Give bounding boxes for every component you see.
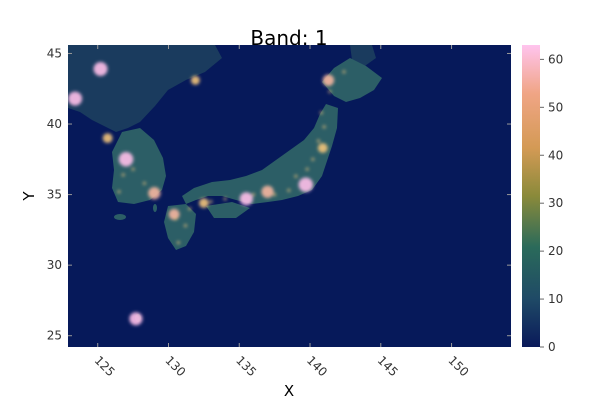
colorbar-tick-label: 0 (548, 340, 556, 354)
city-light-hotspot (168, 208, 180, 220)
map-raster (68, 45, 511, 347)
y-tick-labels: 25 30 35 40 45 (47, 46, 511, 343)
city-light-hotspot (317, 143, 328, 153)
city-light-minor (223, 197, 227, 201)
y-tick-label: 25 (47, 329, 62, 343)
colorbar: 0 10 20 30 40 50 60 (522, 45, 563, 354)
colorbar-tick-label: 30 (548, 196, 563, 210)
city-light-minor (142, 181, 147, 185)
x-tick-label: 145 (375, 353, 401, 379)
colorbar-tick-label: 50 (548, 100, 563, 114)
landmass-shikoku (206, 202, 250, 218)
city-light-minor (294, 174, 298, 178)
city-light-minor (342, 70, 346, 74)
colorbar-tick-label: 40 (548, 148, 563, 162)
y-axis-label: Y (20, 191, 38, 202)
colorbar-tick-labels: 0 10 20 30 40 50 60 (540, 52, 563, 354)
city-light-hotspot (93, 61, 108, 76)
x-axis-label: X (284, 382, 294, 400)
city-light-minor (322, 125, 326, 129)
city-light-minor (176, 240, 180, 245)
y-tick-label: 45 (47, 46, 62, 60)
city-light-hotspot (298, 177, 314, 192)
y-tick-label: 30 (47, 258, 62, 272)
y-axis: 25 30 35 40 45 Y (20, 46, 511, 343)
city-light-minor (305, 167, 309, 171)
y-tick-label: 40 (47, 117, 62, 131)
city-light-hotspot (102, 133, 113, 144)
city-light-minor (183, 224, 188, 228)
colorbar-tick-label: 60 (548, 52, 563, 66)
colorbar-tick-label: 20 (548, 244, 563, 258)
city-light-hotspot (68, 91, 83, 106)
city-light-minor (209, 200, 213, 204)
city-light-hotspot (129, 312, 143, 326)
city-light-hotspot (148, 187, 161, 200)
city-light-minor (316, 139, 321, 143)
x-tick-label: 135 (233, 353, 259, 379)
colorbar-gradient (522, 45, 540, 347)
city-light-hotspot (198, 198, 209, 208)
city-light-minor (121, 173, 125, 177)
city-light-hotspot (190, 75, 200, 85)
x-axis: 125 130 135 140 145 150 X (92, 45, 472, 400)
city-light-hotspot (261, 185, 274, 198)
island-tsushima (153, 204, 157, 212)
city-light-minor (287, 188, 291, 192)
city-light-minor (117, 190, 121, 194)
city-light-minor (131, 167, 135, 171)
island-jeju (114, 214, 126, 220)
city-light-minor (319, 111, 323, 115)
x-tick-label: 150 (445, 353, 471, 379)
city-light-hotspot (322, 74, 335, 87)
x-tick-label: 140 (304, 353, 330, 379)
x-tick-label: 130 (162, 353, 188, 379)
y-tick-label: 35 (47, 188, 62, 202)
city-light-minor (328, 89, 332, 94)
city-light-minor (311, 157, 315, 161)
landmass-hokkaido (322, 58, 382, 102)
city-lights (68, 61, 346, 326)
city-light-minor (251, 192, 256, 197)
city-light-hotspot (118, 152, 134, 167)
city-light-minor (273, 192, 277, 197)
city-light-minor (188, 207, 192, 211)
landmass-honshu (182, 104, 338, 204)
city-light-minor (173, 216, 178, 221)
city-light-hotspot (239, 192, 253, 206)
colorbar-tick-label: 10 (548, 292, 563, 306)
landmass-korea (112, 128, 166, 204)
x-tick-label: 125 (92, 353, 118, 379)
